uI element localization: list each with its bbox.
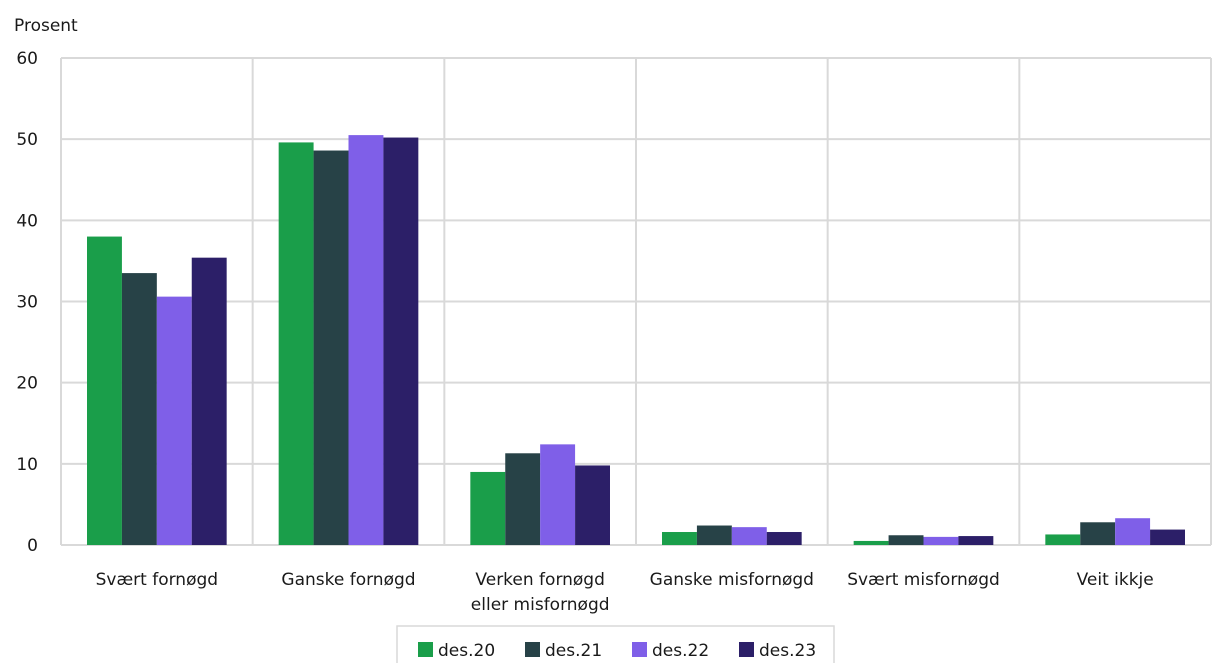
bar-des-21 [313,150,349,545]
legend-label: des.23 [759,641,816,661]
legend-label: des.20 [438,641,495,661]
bar-des-21 [888,535,924,545]
x-category-label: Svært fornøgd [96,570,218,590]
legend-swatch [525,642,540,657]
bar-des-21 [505,453,541,545]
bar-des-23 [191,257,227,545]
bar-des-23 [1150,529,1185,545]
x-category-label: Svært misfornøgd [847,570,1000,590]
bar-des-22 [731,527,767,545]
bar-des-20 [278,142,314,545]
bar-des-23 [766,532,802,545]
y-tick-label: 40 [16,211,38,231]
bar-des-22 [540,444,576,545]
bar-des-22 [1115,518,1151,545]
legend-frame [396,625,835,663]
y-axis-title: Prosent [14,16,78,36]
bar-des-23 [383,137,419,545]
grid-layer [60,57,1212,546]
bar-des-20 [662,532,697,545]
bar-des-20 [87,236,122,546]
legend-label: des.21 [545,641,602,661]
bar-des-20 [853,540,889,545]
y-tick-label: 60 [16,49,38,69]
bar-des-21 [1080,522,1116,545]
bars-layer [87,135,1185,546]
x-category-label: Veit ikkje [1077,570,1154,590]
labels-layer: 0 10 20 30 40 50 60 Svært fornøgd Ganske fornøgd… [16,49,1153,615]
legend-swatch [418,642,433,657]
x-category-label: Ganske misfornøgd [650,570,814,590]
bar-des-23 [958,536,994,545]
y-tick-label: 10 [16,455,38,475]
bar-des-22 [348,135,384,545]
bar-des-21 [696,525,732,545]
y-tick-label: 30 [16,293,38,313]
bar-des-20 [470,471,506,545]
legend: des.20 des.21 des.22 des.23 [396,625,835,663]
y-tick-label: 50 [16,130,38,150]
legend-swatch [739,642,754,657]
x-category-label: eller misfornøgd [471,595,610,615]
x-category-label: Verken fornøgd [475,570,604,590]
bar-des-22 [156,296,192,545]
bar-des-22 [923,536,959,545]
y-tick-label: 0 [27,536,38,556]
bar-des-20 [1045,534,1081,545]
bar-des-23 [575,465,610,545]
legend-swatch [632,642,647,657]
bar-des-21 [121,273,157,545]
y-tick-label: 20 [16,374,38,394]
legend-label: des.22 [652,641,709,661]
x-category-label: Ganske fornøgd [281,570,415,590]
